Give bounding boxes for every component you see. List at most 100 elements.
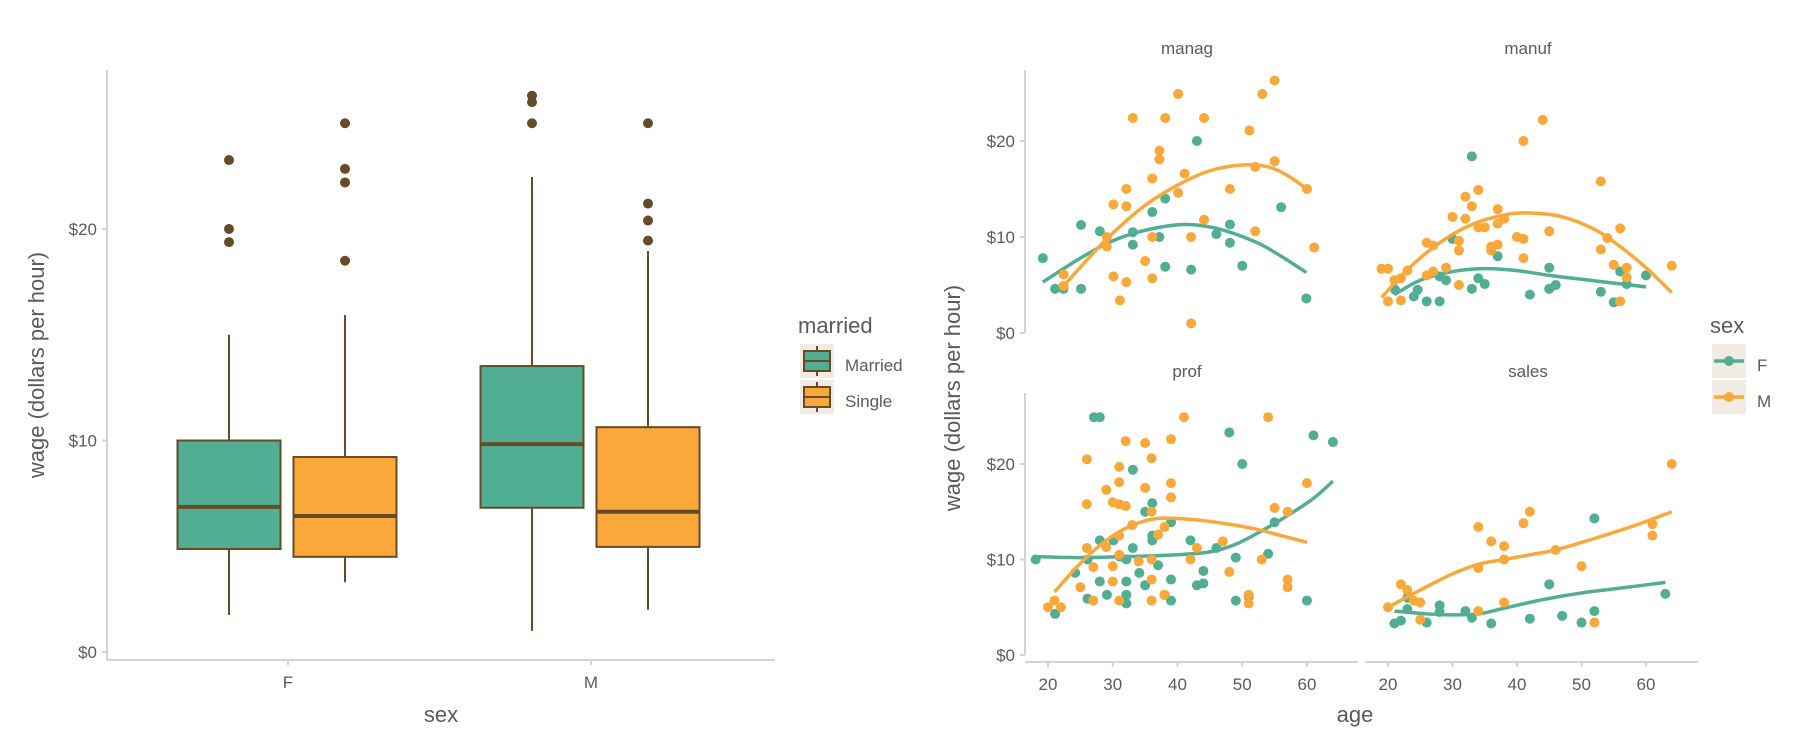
left-x-axis-title: sex bbox=[424, 702, 458, 727]
point-M-prof bbox=[1075, 582, 1086, 593]
point-F-manuf bbox=[1412, 284, 1423, 295]
point-M-sales bbox=[1402, 585, 1413, 596]
sex-legend-title: sex bbox=[1710, 313, 1744, 338]
point-F-sales bbox=[1589, 606, 1600, 617]
smooth-line-M-manuf bbox=[1380, 211, 1674, 299]
point-M-manuf bbox=[1537, 114, 1548, 125]
point-M-sales bbox=[1589, 617, 1600, 628]
point-M-prof bbox=[1133, 556, 1144, 567]
right-x-axis-title: age bbox=[1337, 702, 1374, 727]
point-M-prof bbox=[1107, 576, 1118, 587]
outlier-married-m bbox=[527, 97, 537, 108]
point-F-manag bbox=[1186, 264, 1197, 275]
point-F-manag bbox=[1094, 226, 1105, 237]
smooth-line-M-sales bbox=[1387, 510, 1673, 609]
point-F-prof bbox=[1121, 576, 1132, 587]
point-M-sales bbox=[1415, 597, 1426, 608]
point-M-prof bbox=[1140, 437, 1151, 448]
point-M-prof bbox=[1269, 502, 1280, 513]
point-M-sales bbox=[1473, 522, 1484, 533]
point-M-manuf bbox=[1615, 223, 1626, 234]
left-y-tick-label: $10 bbox=[69, 432, 97, 451]
point-F-manag bbox=[1147, 207, 1158, 218]
point-F-prof bbox=[1153, 560, 1164, 571]
facet-x-tick-label: 50 bbox=[1233, 675, 1252, 694]
point-M-sales bbox=[1499, 597, 1510, 608]
point-F-prof bbox=[1237, 459, 1248, 469]
point-M-manag bbox=[1114, 295, 1125, 306]
facet-panel-manuf bbox=[1376, 114, 1677, 308]
facet-x-tick-label: 20 bbox=[1039, 675, 1058, 694]
point-F-manag bbox=[1160, 261, 1171, 272]
point-M-prof bbox=[1282, 506, 1293, 517]
facet-panel-sales: 20 30 40 50 60 bbox=[1365, 459, 1698, 694]
point-F-prof bbox=[1302, 595, 1312, 606]
point-F-prof bbox=[1147, 498, 1158, 509]
point-M-manuf bbox=[1453, 245, 1464, 256]
point-M-prof bbox=[1159, 589, 1170, 600]
legend-label-M: M bbox=[1757, 392, 1771, 411]
point-M-prof bbox=[1256, 554, 1267, 565]
point-M-manag bbox=[1121, 201, 1132, 212]
point-M-sales bbox=[1518, 518, 1529, 529]
point-M-manuf bbox=[1473, 184, 1484, 195]
point-M-manag bbox=[1309, 242, 1320, 253]
point-M-manag bbox=[1108, 199, 1119, 210]
point-F-prof bbox=[1166, 595, 1177, 606]
point-F-manuf bbox=[1479, 279, 1490, 290]
point-M-prof bbox=[1114, 595, 1125, 606]
legend-label-F: F bbox=[1757, 356, 1767, 375]
point-F-sales bbox=[1589, 513, 1600, 524]
point-M-manuf bbox=[1518, 253, 1529, 264]
point-M-manuf bbox=[1621, 272, 1632, 283]
point-M-prof bbox=[1055, 602, 1066, 613]
point-M-prof bbox=[1107, 561, 1118, 572]
point-M-manuf bbox=[1518, 136, 1529, 146]
outlier-single-m bbox=[643, 215, 653, 226]
point-M-prof bbox=[1101, 484, 1112, 495]
point-M-sales bbox=[1415, 614, 1426, 625]
point-M-manag bbox=[1199, 112, 1210, 123]
box-married-m bbox=[479, 365, 585, 509]
outlier-married-f bbox=[224, 155, 234, 166]
point-M-manuf bbox=[1453, 235, 1464, 246]
point-F-prof bbox=[1094, 576, 1105, 587]
point-M-prof bbox=[1263, 412, 1274, 423]
faceted-scatter-chart: $0 $10 $20 $0 $10 $20 20 30 40 50 60 20 30 40 50 60 bbox=[987, 70, 1746, 694]
point-M-manuf bbox=[1479, 222, 1490, 233]
point-M-sales bbox=[1395, 579, 1406, 590]
legend-key-F bbox=[1712, 344, 1746, 378]
point-F-manuf bbox=[1421, 296, 1432, 307]
point-F-prof bbox=[1166, 574, 1177, 585]
point-M-manag bbox=[1154, 154, 1165, 165]
facet-y-tick-label: $20 bbox=[987, 132, 1015, 151]
point-F-prof bbox=[1185, 535, 1196, 546]
point-M-manag bbox=[1179, 168, 1190, 179]
point-M-manuf bbox=[1595, 176, 1606, 187]
point-M-prof bbox=[1043, 602, 1053, 613]
point-F-manuf bbox=[1544, 262, 1555, 273]
facet-x-tick-label: 30 bbox=[1443, 675, 1462, 694]
box-single-m bbox=[595, 426, 701, 548]
point-M-prof bbox=[1282, 574, 1293, 585]
point-M-prof bbox=[1114, 477, 1125, 488]
married-legend-title: married bbox=[798, 313, 873, 338]
point-M-manuf bbox=[1518, 233, 1529, 244]
facet-y-tick-label: $10 bbox=[987, 551, 1015, 570]
point-M-prof bbox=[1101, 542, 1112, 553]
point-M-manuf bbox=[1453, 280, 1464, 290]
point-M-sales bbox=[1499, 541, 1510, 552]
point-M-prof bbox=[1217, 536, 1228, 547]
outlier-married-f bbox=[224, 237, 234, 248]
point-M-manag bbox=[1101, 241, 1112, 252]
point-F-manuf bbox=[1492, 251, 1503, 262]
facet-x-tick-label: 50 bbox=[1572, 675, 1591, 694]
point-F-prof bbox=[1101, 589, 1112, 600]
outlier-single-f bbox=[340, 163, 350, 174]
point-M-manag bbox=[1121, 184, 1132, 194]
smooth-line-F-manag bbox=[1041, 222, 1308, 284]
point-M-manuf bbox=[1428, 266, 1439, 277]
point-M-manag bbox=[1147, 232, 1158, 242]
point-M-prof bbox=[1191, 543, 1202, 554]
